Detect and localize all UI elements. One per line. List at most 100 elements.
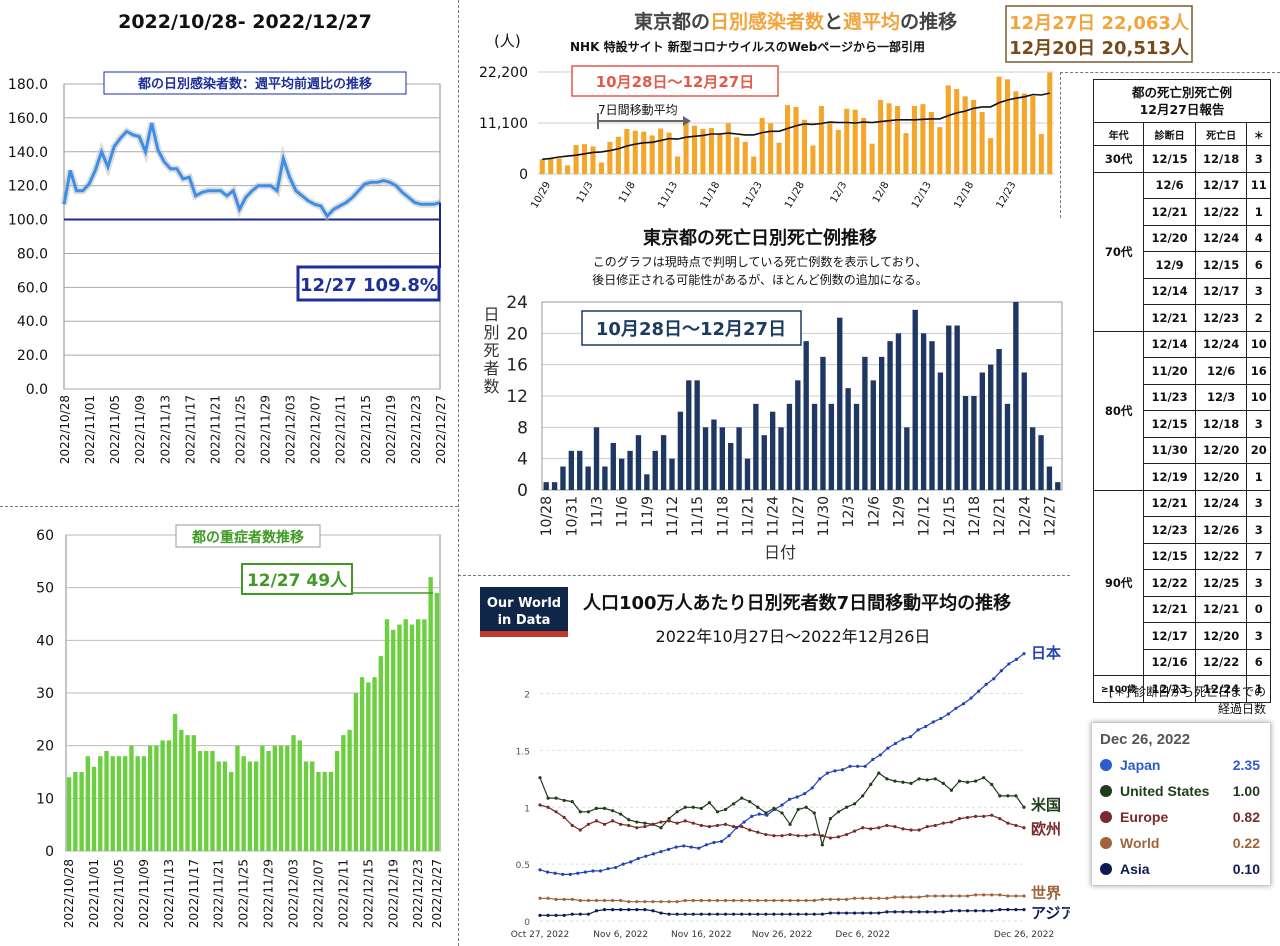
owid-series-point (651, 900, 655, 904)
deaths-bar (568, 450, 575, 490)
owid-series-label: 欧州 (1031, 820, 1061, 838)
severe-xtick: 2022/11/05 (112, 859, 126, 928)
death-table-cell: 12/24 (1194, 489, 1248, 517)
deaths-note-2: 後日修正される可能性があるが、ほとんど例数の追加になる。 (592, 272, 927, 287)
owid-xtick: Dec 6, 2022 (835, 930, 890, 940)
owid-series-point (659, 911, 663, 915)
deaths-xtick: 12/18 (967, 496, 983, 536)
owid-series-point (691, 805, 695, 809)
ratio-title-box (103, 71, 407, 95)
owid-series-point (715, 810, 720, 814)
death-table-cell: 10 (1246, 383, 1271, 411)
cases-bar (641, 131, 647, 174)
deaths-bar (828, 403, 835, 490)
owid-series-point (602, 908, 607, 912)
severe-bar (316, 772, 321, 851)
severe-xtick: 2022/11/13 (162, 859, 176, 928)
owid-series-point (877, 911, 881, 915)
owid-series-point (719, 839, 724, 843)
owid-series-point (740, 796, 744, 800)
divider-vertical (458, 0, 459, 946)
death-table-header-age: 年代 (1092, 122, 1145, 146)
severe-bar (428, 577, 433, 851)
deaths-title: 東京都の死亡日別死亡例推移 (643, 227, 877, 249)
owid-series-point (803, 792, 807, 796)
cases-bar (700, 128, 706, 174)
owid-ytick: 0 (524, 918, 530, 928)
cases-bar (869, 143, 875, 174)
severe-bar (397, 624, 402, 851)
death-table-cell: 12/24 (1194, 330, 1248, 358)
owid-series-point (740, 898, 744, 903)
owid-series-point (974, 909, 978, 913)
owid-series-point (939, 716, 943, 721)
owid-series-point (748, 799, 752, 804)
owid-series-point (1022, 908, 1026, 912)
owid-series-point (667, 817, 671, 821)
owid-series-point (853, 911, 857, 915)
deaths-bar (895, 333, 902, 490)
owid-series-point (1014, 794, 1018, 798)
owid-series-point (886, 746, 890, 750)
owid-logo-stripe (480, 631, 568, 637)
severe-bar (291, 735, 296, 851)
owid-series-point (885, 896, 889, 900)
owid-series-point (893, 741, 898, 746)
ratio-chart: 2022/10/28- 2022/12/27 0.0 20.0 40.0 60.0 80… (8, 11, 448, 464)
owid-legend-name: Europe (1120, 809, 1169, 825)
owid-series-point (925, 910, 929, 914)
cases-ytick: 11,100 (479, 116, 528, 132)
cases-annotation-latest: 12月27日 22,063人 (1009, 13, 1190, 34)
owid-series-point (804, 805, 808, 809)
ratio-xtick: 2022/11/25 (233, 395, 247, 464)
owid-series-point (666, 847, 671, 851)
severe-bar (141, 756, 147, 851)
owid-legend-value: 0.10 (1232, 861, 1260, 877)
death-table-row: 12/21 12/22 1 (1094, 198, 1271, 226)
death-table-cell: 12/19 (1143, 463, 1196, 491)
owid-series-point (756, 912, 760, 916)
severe-bar (247, 761, 253, 851)
cases-bar (988, 138, 994, 174)
death-table-age: 30代 (1092, 145, 1145, 173)
cases-range: 10月28日〜12月27日 (596, 73, 755, 91)
deaths-range: 10月28日〜12月27日 (596, 319, 786, 340)
owid-series-point (659, 820, 663, 824)
owid-series-point (925, 778, 929, 782)
owid-series-point (861, 896, 865, 900)
cases-bar (742, 141, 748, 174)
owid-series-point (844, 832, 849, 837)
owid-legend-name: Japan (1120, 757, 1161, 773)
owid-legend-value: 0.82 (1232, 809, 1260, 825)
owid-series-point (869, 896, 873, 900)
owid-series-point (683, 805, 687, 809)
cases-bar (632, 130, 638, 174)
deaths-bar (585, 466, 591, 490)
cases-xtick: 12/8 (871, 180, 892, 205)
owid-series-point (627, 818, 631, 822)
severe-bar (129, 745, 134, 851)
owid-series-point (810, 786, 814, 790)
owid-series-point (812, 811, 816, 815)
cases-bar (1004, 79, 1011, 174)
cases-bar (734, 137, 740, 174)
ratio-ytick: 180.0 (8, 77, 48, 93)
deaths-xtick: 12/9 (891, 496, 907, 527)
owid-series-point (836, 835, 841, 839)
cases-bar (801, 119, 807, 174)
deaths-xtick: 12/27 (1042, 496, 1058, 536)
death-table-row: 12/20 12/24 4 (1094, 224, 1271, 252)
owid-series-point (635, 900, 639, 904)
severe-bar (403, 619, 408, 851)
ratio-xtick: 2022/11/13 (158, 395, 172, 464)
cases-bar (920, 104, 926, 174)
death-table-cell: 12/22 (1194, 198, 1248, 226)
cases-bar (852, 109, 858, 174)
owid-series-point (689, 845, 693, 849)
death-table-row: 80代 12/14 12/24 10 (1092, 330, 1271, 491)
death-table-age: 90代 (1092, 489, 1145, 676)
death-table-cell: 12/20 (1194, 622, 1248, 650)
deaths-xtick: 11/27 (791, 496, 807, 536)
ratio-xtick: 2022/12/27 (434, 395, 448, 464)
deaths-bar (1038, 435, 1044, 490)
